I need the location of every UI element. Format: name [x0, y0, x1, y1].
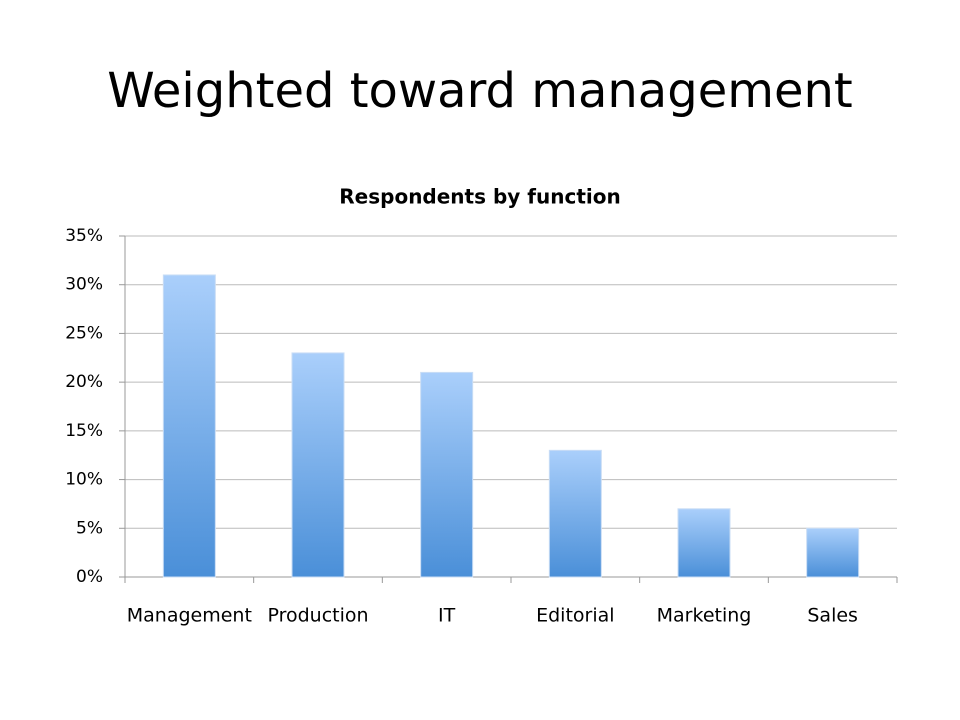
x-tick-label: Management	[127, 605, 252, 627]
y-tick-label: 20%	[65, 372, 103, 392]
bar	[806, 527, 860, 578]
y-tick-label: 10%	[65, 470, 103, 490]
bar	[420, 371, 474, 578]
chart-title: Respondents by function	[339, 185, 620, 209]
y-tick-label: 30%	[65, 275, 103, 295]
x-tick-label: IT	[438, 605, 456, 627]
x-tick-label: Marketing	[657, 605, 752, 627]
slide-title: Weighted toward management	[107, 63, 853, 119]
bar	[677, 508, 731, 578]
x-tick-label: Production	[267, 605, 368, 627]
bar	[162, 274, 216, 578]
bar	[291, 352, 345, 578]
bar	[548, 449, 602, 578]
y-tick-label: 0%	[76, 567, 103, 587]
x-tick-label: Editorial	[536, 605, 614, 627]
y-tick-label: 5%	[76, 518, 103, 538]
y-tick-label: 15%	[65, 421, 103, 441]
x-tick-label: Sales	[807, 605, 858, 627]
y-tick-label: 35%	[65, 226, 103, 246]
y-tick-label: 25%	[65, 323, 103, 343]
